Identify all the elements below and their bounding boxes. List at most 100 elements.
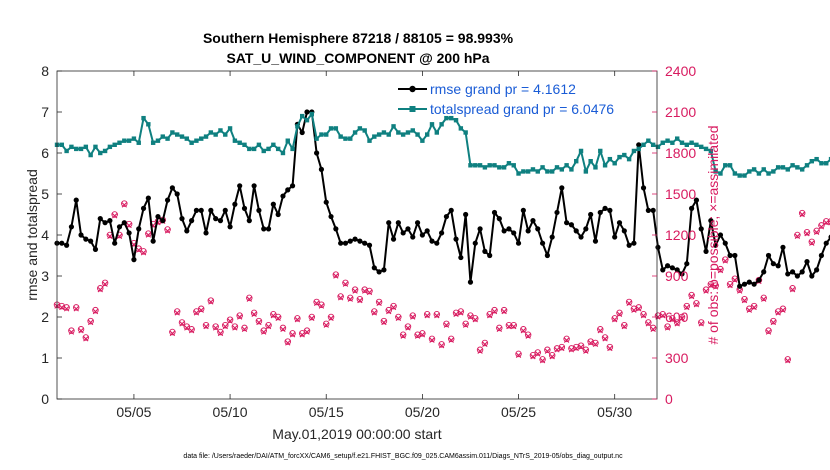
obs-possible-point — [265, 321, 272, 329]
obs-assimilated-point — [669, 317, 676, 323]
obs-possible-point — [361, 286, 368, 293]
rmse-point — [496, 216, 502, 222]
obs-assimilated-point — [390, 304, 397, 311]
totalspread-point — [626, 156, 632, 162]
rmse-point — [809, 273, 815, 279]
obs-assimilated-point — [270, 312, 277, 319]
obs-assimilated-point — [443, 322, 450, 328]
totalspread-point — [665, 138, 670, 143]
obs-possible-point — [58, 302, 66, 310]
rmse-point — [703, 248, 709, 254]
obs-assimilated-point — [217, 330, 224, 337]
totalspread-point — [251, 146, 257, 152]
rmse-point — [535, 226, 541, 232]
totalspread-point — [184, 136, 190, 141]
obs-possible-point — [111, 211, 118, 218]
totalspread-point — [646, 138, 651, 143]
x-tick-label: 05/10 — [213, 404, 248, 420]
rmse-point — [366, 242, 373, 248]
rmse-point — [621, 228, 627, 234]
totalspread-point — [155, 138, 161, 143]
rmse-point — [203, 230, 209, 236]
rmse-point — [674, 267, 680, 273]
obs-assimilated-point — [87, 319, 94, 326]
obs-assimilated-point — [602, 336, 608, 342]
obs-possible-point — [322, 320, 330, 328]
totalspread-point — [194, 138, 199, 143]
obs-assimilated-point — [313, 300, 320, 307]
obs-assimilated-point — [688, 293, 695, 300]
totalspread-point — [540, 165, 545, 170]
rmse-point — [511, 230, 517, 236]
obs-possible-point — [572, 343, 580, 351]
obs-possible-point — [423, 311, 431, 318]
rmse-point — [573, 228, 579, 234]
obs-assimilated-point — [799, 211, 805, 218]
totalspread-point — [410, 128, 415, 133]
obs-possible-point — [486, 311, 493, 318]
totalspread-point — [271, 142, 276, 147]
obs-assimilated-point — [809, 240, 815, 246]
totalspread-point — [641, 142, 646, 147]
obs-possible-point — [351, 286, 359, 293]
obs-assimilated-point — [237, 314, 243, 320]
totalspread-point — [405, 130, 411, 135]
obs-possible-point — [515, 350, 522, 358]
obs-assimilated-point — [299, 332, 305, 338]
totalspread-point — [304, 118, 310, 123]
obs-assimilated-point — [453, 311, 459, 317]
obs-possible-point — [582, 346, 590, 354]
rmse-point — [371, 265, 377, 271]
legend-totalspread-label: totalspread grand pr = 6.0476 — [430, 101, 614, 117]
obs-assimilated-point — [458, 310, 464, 316]
totalspread-point — [588, 159, 593, 164]
obs-assimilated-point — [660, 312, 666, 319]
obs-assimilated-point — [761, 296, 767, 302]
totalspread-point — [232, 138, 238, 143]
totalspread-point — [785, 167, 790, 172]
rmse-point — [823, 240, 829, 246]
obs-assimilated-point — [83, 336, 89, 342]
chart-title: Southern Hemisphere 87218 / 88105 = 98.9… — [203, 30, 514, 46]
rmse-point — [814, 267, 820, 273]
totalspread-point — [372, 134, 377, 139]
obs-assimilated-point — [515, 352, 522, 358]
obs-assimilated-point — [804, 230, 810, 237]
obs-assimilated-point — [741, 297, 748, 304]
obs-possible-point — [260, 327, 267, 334]
obs-possible-point — [342, 279, 349, 287]
totalspread-point — [771, 169, 776, 174]
obs-assimilated-point — [717, 267, 724, 274]
rmse-point — [453, 236, 459, 242]
obs-assimilated-point — [823, 220, 829, 226]
obs-possible-point — [313, 298, 320, 306]
obs-possible-point — [409, 312, 417, 319]
totalspread-point — [593, 165, 598, 170]
totalspread-point — [415, 132, 420, 137]
totalspread-point — [612, 161, 617, 166]
totalspread-point — [367, 138, 372, 143]
rmse-point — [342, 240, 349, 246]
obs-possible-point — [183, 323, 191, 330]
x-tick-label: 05/25 — [501, 404, 536, 420]
obs-possible-point — [428, 335, 436, 343]
x-tick-label: 05/05 — [116, 404, 151, 420]
totalspread-point — [131, 136, 137, 141]
obs-assimilated-point — [438, 343, 445, 349]
obs-assimilated-point — [121, 202, 127, 208]
obs-possible-point — [452, 309, 460, 317]
obs-possible-point — [414, 331, 421, 339]
obs-assimilated-point — [722, 258, 728, 264]
obs-possible-point — [611, 315, 618, 322]
x-axis: 05/05 05/10 05/15 05/20 05/25 05/30 — [116, 71, 632, 420]
rmse-point — [140, 205, 147, 211]
rmse-point — [116, 224, 123, 230]
obs-possible-point — [246, 294, 253, 302]
obs-possible-point — [92, 306, 99, 314]
totalspread-point — [819, 161, 824, 166]
obs-assimilated-point — [265, 323, 272, 330]
totalspread-point — [357, 126, 363, 131]
obs-assimilated-point — [616, 311, 623, 317]
totalspread-point — [280, 150, 286, 156]
totalspread-point — [74, 146, 79, 152]
